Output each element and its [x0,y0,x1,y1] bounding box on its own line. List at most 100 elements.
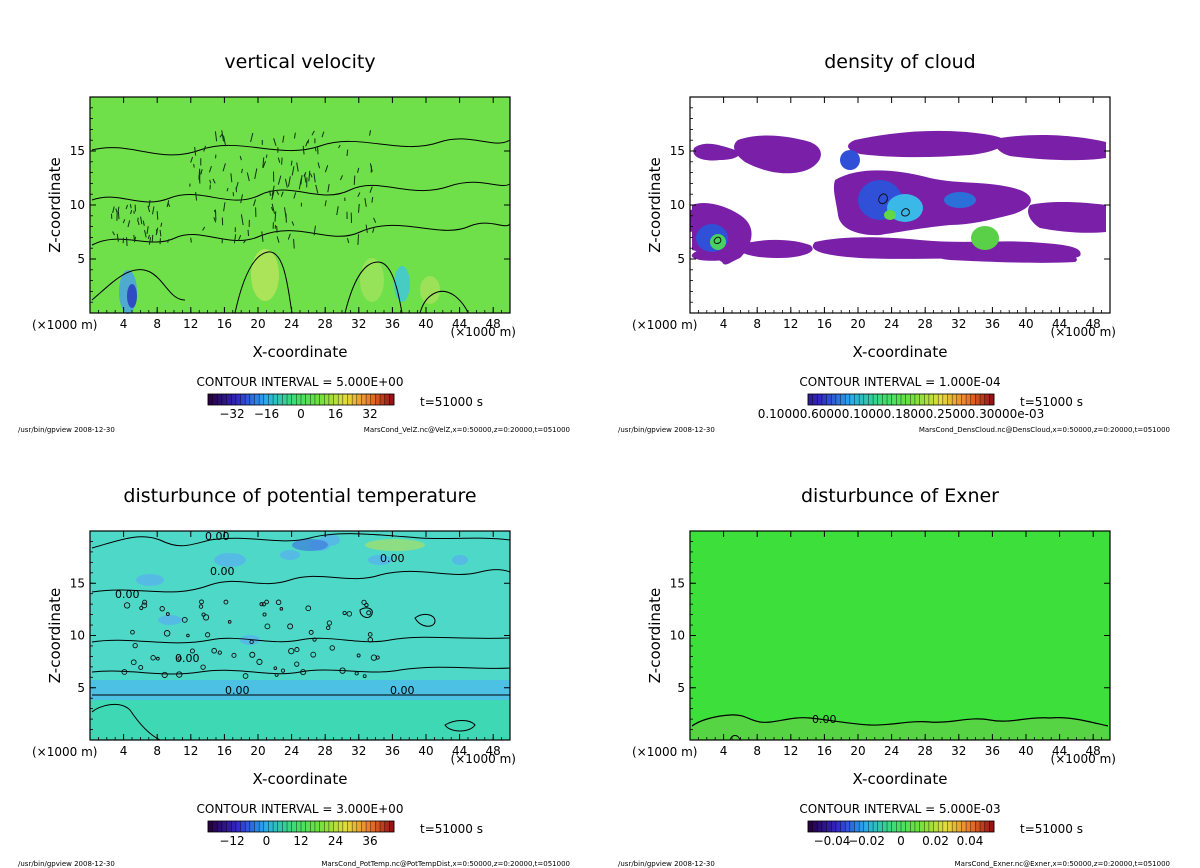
velocity-convective-mark [324,200,327,207]
colorbar-swatch [375,821,381,832]
x-tick-label: 40 [418,744,433,758]
colorbar-swatch [370,394,376,405]
colorbar-swatch [328,394,334,405]
x-tick-label: 32 [951,744,966,758]
cloud-region [693,143,740,161]
velocity-convective-mark [277,175,282,185]
y-tick-label: 15 [670,144,685,158]
colorbar-tick-label: 36 [362,834,377,848]
x-tick-label: 4 [120,317,128,331]
velocity-convective-mark [190,156,194,163]
velocity-convective-mark [130,209,133,215]
colorbar-frame [207,820,395,833]
colorbar-tick-label: −0.02 [848,834,885,848]
chart-title: disturbunce of potential temperature [123,485,476,507]
temperature-small-contour [259,602,264,607]
colorbar-swatch [961,821,967,832]
colorbar-swatch [808,394,813,405]
colorbar-swatch [942,394,948,405]
x-tick-label: 44 [452,317,467,331]
colorbar-swatch [259,394,265,405]
temperature-cold-band [90,680,510,700]
velocity-convective-mark [274,211,277,222]
temperature-small-contour [217,650,222,655]
footer-program: /usr/bin/gpview 2008-12-30 [618,860,715,868]
x-tick-label: 44 [1052,744,1067,758]
colorbar-swatch [938,821,944,832]
velocity-convective-mark [346,149,349,157]
temperature-small-contour [176,671,183,678]
chart-title: density of cloud [824,51,976,73]
velocity-convective-mark [219,133,223,138]
colorbar-swatch [956,821,962,832]
velocity-convective-mark [271,206,274,211]
velocity-convective-mark [226,187,229,192]
x-tick-label: 36 [985,317,1000,331]
velocity-convective-mark [313,225,316,236]
colorbar-swatch [826,821,832,832]
temperature-lower-layer [90,700,510,740]
y-tick-label: 5 [677,681,685,695]
temperature-small-contour [159,606,165,612]
colorbar-swatch [947,821,953,832]
colorbar-swatch [831,821,837,832]
colorbar-swatch [217,394,223,405]
colorbar-swatch [952,394,958,405]
velocity-convective-mark [364,198,367,207]
colorbar-swatch [868,821,874,832]
x-unit-right: (×1000 m) [451,325,516,339]
velocity-convective-mark [303,172,307,177]
cloud-dense-core [944,192,976,208]
temperature-small-contour [161,671,168,679]
temperature-small-contour [367,632,373,637]
colorbar-tick-label: −32 [219,407,244,421]
x-tick-label: 4 [120,744,128,758]
colorbar-swatch [245,821,251,832]
colorbar-swatch [910,821,916,832]
x-tick-label: 8 [153,744,161,758]
temperature-small-contour [130,629,135,635]
x-tick-label: 20 [250,317,265,331]
temperature-contour-line [91,636,511,644]
velocity-convective-mark [298,178,302,190]
x-tick-label: 32 [351,744,366,758]
velocity-convective-mark [159,229,162,237]
colorbar-swatch [812,821,818,832]
colorbar-swatch [905,394,911,405]
temperature-small-contour [367,637,374,643]
colorbar-swatch [338,394,344,405]
velocity-convective-mark [271,203,275,214]
velocity-convective-mark [327,184,330,193]
temperature-small-contour [199,599,204,605]
velocity-convective-mark [230,173,233,183]
y-tick-label: 15 [70,576,85,590]
colorbar-swatch [859,394,865,405]
colorbar-tick-label: 0 [297,407,305,421]
velocity-convective-mark [305,140,309,147]
colorbar-swatch [817,394,823,405]
velocity-convective-mark [372,228,375,233]
colorbar-swatch [975,821,981,832]
colorbar-swatch [863,821,869,832]
colorbar-swatch [919,394,925,405]
temperature-cool-patch [280,550,300,560]
colorbar-swatch [919,821,925,832]
x-axis-label: X-coordinate [853,770,948,788]
colorbar-swatch [273,394,279,405]
velocity-convective-mark [133,234,136,243]
colorbar-swatch [319,394,325,405]
x-unit-right: (×1000 m) [1051,325,1116,339]
plot-area [90,97,510,313]
x-unit-left: (×1000 m) [32,318,97,332]
temperature-contour-label: 0.00 [205,530,230,543]
temperature-small-contour [339,667,346,674]
velocity-convective-mark [254,168,258,180]
colorbar-swatch [240,394,246,405]
temperature-small-contour [308,629,314,635]
temperature-small-contour [288,648,295,655]
y-tick-label: 10 [70,629,85,643]
colorbar-tick-label: 0.02 [922,834,949,848]
velocity-convective-mark [112,206,115,214]
x-tick-label: 20 [250,744,265,758]
